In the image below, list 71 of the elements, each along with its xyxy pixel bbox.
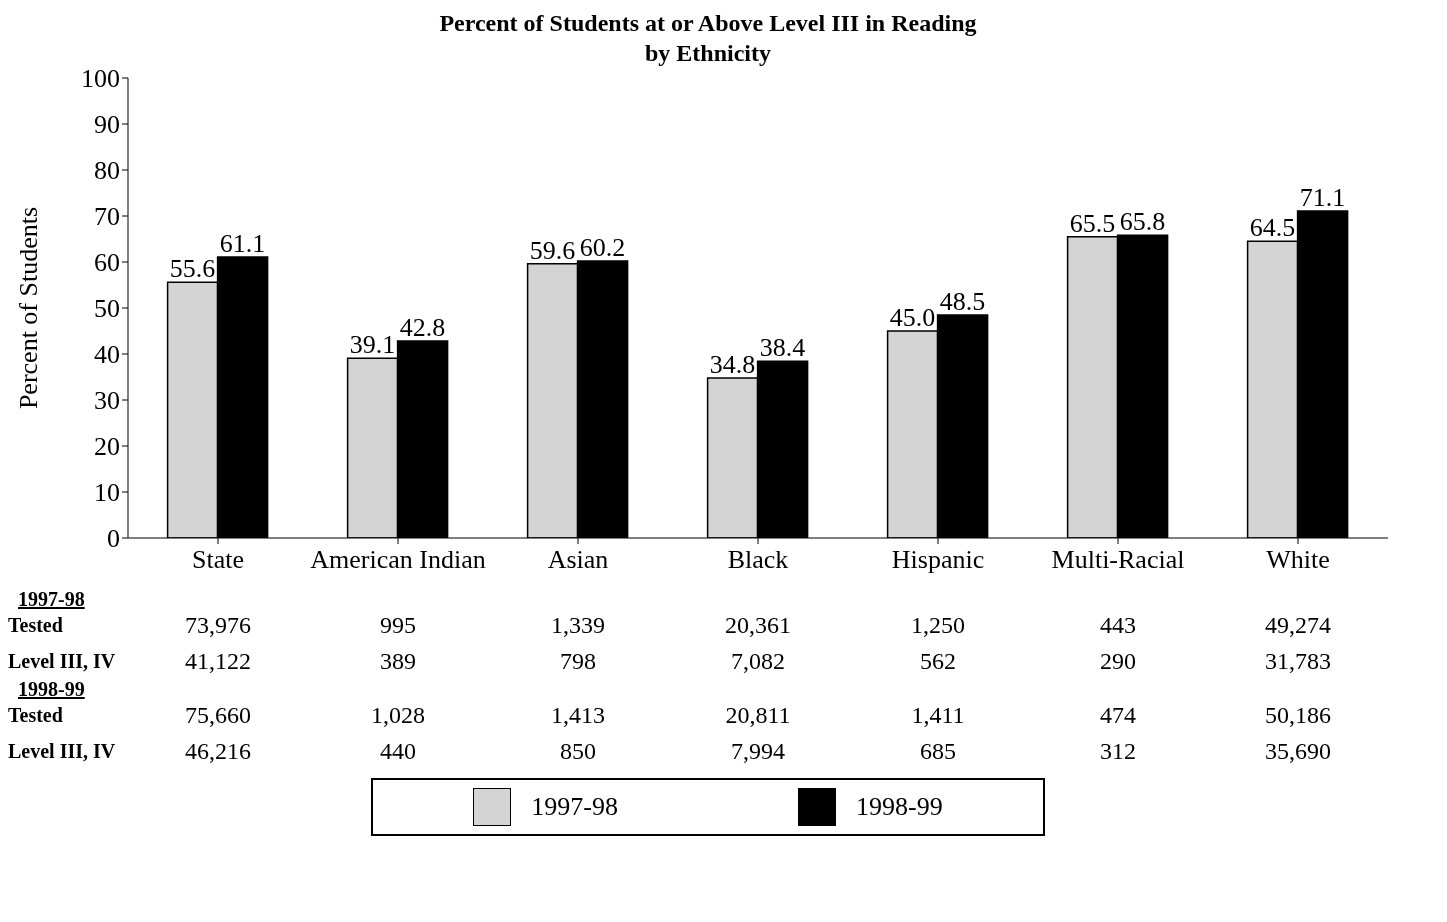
x-tick-label: American Indian	[310, 545, 486, 575]
text: 1,250	[910, 612, 966, 639]
y-tick-label: 10	[94, 478, 120, 508]
data-label: 45.0	[889, 303, 936, 332]
text: 1,411	[910, 702, 966, 729]
text: Level III, IV	[8, 740, 116, 763]
y-tick-label: 0	[107, 524, 120, 554]
text: 290	[1099, 648, 1137, 675]
legend-label: 1998-99	[856, 792, 943, 822]
x-tick-label: Asian	[547, 545, 609, 575]
x-tick-label: Multi-Racial	[1051, 545, 1185, 575]
y-tick-label: 90	[94, 110, 120, 140]
data-label: 34.8	[709, 349, 756, 379]
text: 1,413	[550, 702, 606, 729]
text: 440	[379, 738, 417, 765]
text: 49,274	[1264, 612, 1332, 639]
text: 1997-98	[18, 588, 85, 611]
text: 41,122	[184, 648, 252, 675]
text: 75,660	[184, 702, 252, 729]
y-tick-label: 60	[94, 248, 120, 278]
text: 31,783	[1264, 648, 1332, 675]
data-label: 71.1	[1299, 182, 1346, 212]
data-label: 38.4	[759, 333, 806, 363]
text: 20,811	[724, 702, 792, 729]
x-tick-label: State	[192, 545, 244, 575]
y-tick-label: 100	[81, 64, 120, 94]
text: 7,994	[730, 738, 786, 765]
text: 7,082	[730, 648, 786, 675]
x-tick-label: Hispanic	[891, 545, 985, 575]
text: Tested	[8, 704, 63, 727]
data-label: 60.2	[579, 233, 626, 263]
text: 46,216	[184, 738, 252, 765]
text: 1998-99	[18, 678, 85, 701]
y-tick-label: 20	[94, 432, 120, 462]
data-label: 59.6	[529, 235, 576, 265]
text: 798	[559, 648, 597, 675]
text: 685	[919, 738, 957, 765]
text: 389	[379, 648, 417, 675]
chart-subtitle: by Ethnicity	[644, 40, 772, 66]
text: 562	[919, 648, 957, 675]
text: 1,339	[550, 612, 606, 639]
y-tick-label: 30	[94, 386, 120, 416]
text: 443	[1099, 612, 1137, 639]
y-tick-label: 80	[94, 156, 120, 186]
x-tick-label: Black	[727, 545, 789, 575]
text: 20,361	[724, 612, 792, 639]
data-label: 61.1	[219, 228, 266, 258]
data-label: 65.8	[1119, 207, 1166, 237]
text: Tested	[8, 614, 63, 637]
y-tick-label: 50	[94, 294, 120, 324]
data-label: 64.5	[1249, 213, 1296, 243]
text: 1,028	[370, 702, 426, 729]
y-axis-title: Percent of Students	[14, 206, 44, 410]
text: 312	[1099, 738, 1137, 765]
data-label: 48.5	[939, 286, 986, 316]
chart-title: Percent of Students at or Above Level III in Reading	[438, 9, 978, 38]
x-tick-label: White	[1266, 545, 1330, 575]
text: 35,690	[1264, 738, 1332, 765]
y-tick-label: 40	[94, 340, 120, 370]
data-label: 39.1	[349, 330, 396, 360]
y-tick-label: 70	[94, 202, 120, 232]
text: 850	[559, 738, 597, 765]
data-label: 65.5	[1069, 208, 1116, 238]
text: 73,976	[184, 612, 252, 639]
text: 50,186	[1264, 702, 1332, 729]
data-label: 42.8	[399, 313, 446, 343]
data-label: 55.6	[169, 254, 216, 284]
text: Level III, IV	[8, 650, 116, 673]
text: 995	[379, 612, 417, 639]
legend-label: 1997-98	[531, 792, 618, 822]
text: 474	[1099, 702, 1137, 729]
